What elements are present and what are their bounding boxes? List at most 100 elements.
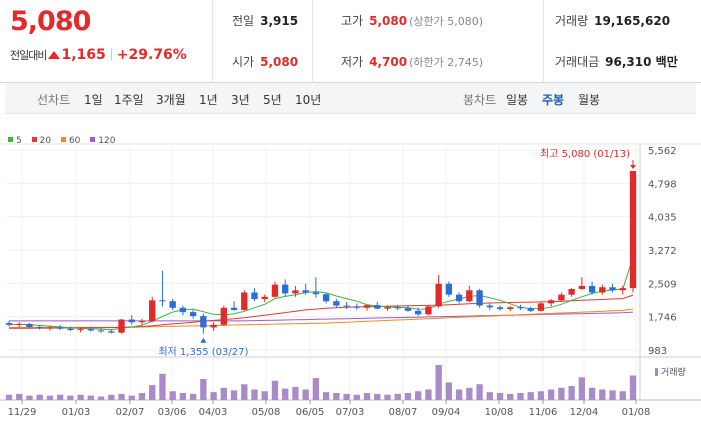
candle-body[interactable] [16,323,23,325]
candle-body[interactable] [179,307,187,313]
candle-body[interactable] [138,321,146,323]
stat-column-3: 거래량 19,165,620 거래대금 96,310 백만 [545,0,701,83]
candle-body[interactable] [56,327,64,329]
stat-open: 시가 5,080 [232,55,299,69]
candle-body[interactable] [445,283,453,295]
candle-body[interactable] [159,300,166,302]
candle-body[interactable] [261,296,268,300]
volume-bar [322,392,330,400]
candle-body[interactable] [517,307,524,309]
candle-body[interactable] [568,288,575,295]
candle-body[interactable] [97,330,105,332]
x-tick-label: 11/29 [8,407,37,418]
candle-body[interactable] [189,312,197,317]
x-tick-label: 02/07 [116,407,145,418]
candle-body[interactable] [619,288,626,291]
volume-bar [333,393,340,400]
range-10y[interactable]: 10년 [295,93,322,107]
candle-body[interactable] [271,284,279,297]
candle-body[interactable] [363,305,371,308]
candle-body[interactable] [404,308,412,311]
candle-body[interactable] [220,307,227,325]
candle-body[interactable] [394,307,401,309]
candle-body[interactable] [282,284,289,294]
range-1y[interactable]: 1년 [199,93,218,107]
volume-bar [547,389,555,400]
volume-bar [77,394,84,400]
candle-body[interactable] [507,307,514,310]
candle-body[interactable] [251,292,258,300]
candle-body[interactable] [210,324,217,328]
candle-body[interactable] [558,294,565,301]
volume-bar [26,395,33,400]
candle-body[interactable] [292,290,299,294]
candle-body[interactable] [241,292,248,310]
volume-bar [200,379,207,400]
volume-bar [445,382,453,400]
volume-bar [496,393,504,400]
ma20-line [9,294,634,329]
candle-body[interactable] [312,292,320,295]
stat-column-2: 고가 5,080 (상한가 5,080) 저가 4,700 (하한가 2,745) [314,0,544,83]
stat-amount: 거래대금 96,310 백만 [555,55,678,69]
candle-body[interactable] [46,327,54,329]
candle-body[interactable] [629,171,637,289]
candle-body[interactable] [425,306,432,315]
candle-body[interactable] [77,329,84,331]
candle-body[interactable] [435,283,442,307]
range-1w[interactable]: 1주일 [114,93,144,107]
candle-body[interactable] [353,306,360,308]
period-daily[interactable]: 일봉 [506,93,529,107]
candle-body[interactable] [5,323,13,325]
candle-body[interactable] [384,307,391,309]
candle-body[interactable] [118,319,125,333]
candle-body[interactable] [108,331,115,333]
candle-body[interactable] [343,305,350,307]
range-3y[interactable]: 3년 [231,93,250,107]
candle-body[interactable] [67,328,74,331]
change-amount: 1,165 [61,47,106,63]
candle-body[interactable] [588,285,596,293]
candle-body[interactable] [302,290,309,293]
candle-body[interactable] [527,308,534,311]
volume-bar [455,389,463,400]
volume-bar [56,394,64,400]
candle-body[interactable] [169,301,176,308]
candle-body[interactable] [486,305,493,308]
legend-ma120: 120 [90,136,115,146]
candle-body[interactable] [466,290,473,302]
candle-body[interactable] [87,329,95,331]
candle-body[interactable] [26,323,33,327]
candle-body[interactable] [599,287,606,293]
period-monthly[interactable]: 월봉 [578,93,601,107]
volume-bar [189,393,197,400]
candle-body[interactable] [476,290,483,306]
candle-body[interactable] [374,305,381,309]
candle-body[interactable] [609,287,616,291]
candle-body[interactable] [547,300,555,304]
candle-body[interactable] [537,303,545,311]
candle-body[interactable] [200,316,207,328]
candle-body[interactable] [415,310,422,315]
candle-body[interactable] [128,319,135,323]
candle-body[interactable] [455,294,463,302]
volume-bar [629,375,637,400]
volume-bar [343,393,350,400]
candle-body[interactable] [322,294,330,302]
period-weekly[interactable]: 주봉 [542,93,565,107]
volume-bar [374,393,381,400]
range-1d[interactable]: 1일 [84,93,103,107]
x-tick-label: 08/07 [389,407,418,418]
candle-body[interactable] [230,307,238,310]
candle-body[interactable] [36,326,43,329]
stat-column-1: 전일 3,915 시가 5,080 [214,0,313,83]
volume-bar [578,377,586,400]
candle-body[interactable] [496,307,504,310]
candle-body[interactable] [578,285,586,289]
range-3m[interactable]: 3개월 [156,93,186,107]
range-5y[interactable]: 5년 [263,93,282,107]
candle-body[interactable] [149,300,156,322]
volume-bar [220,387,227,400]
candle-body[interactable] [333,301,340,306]
